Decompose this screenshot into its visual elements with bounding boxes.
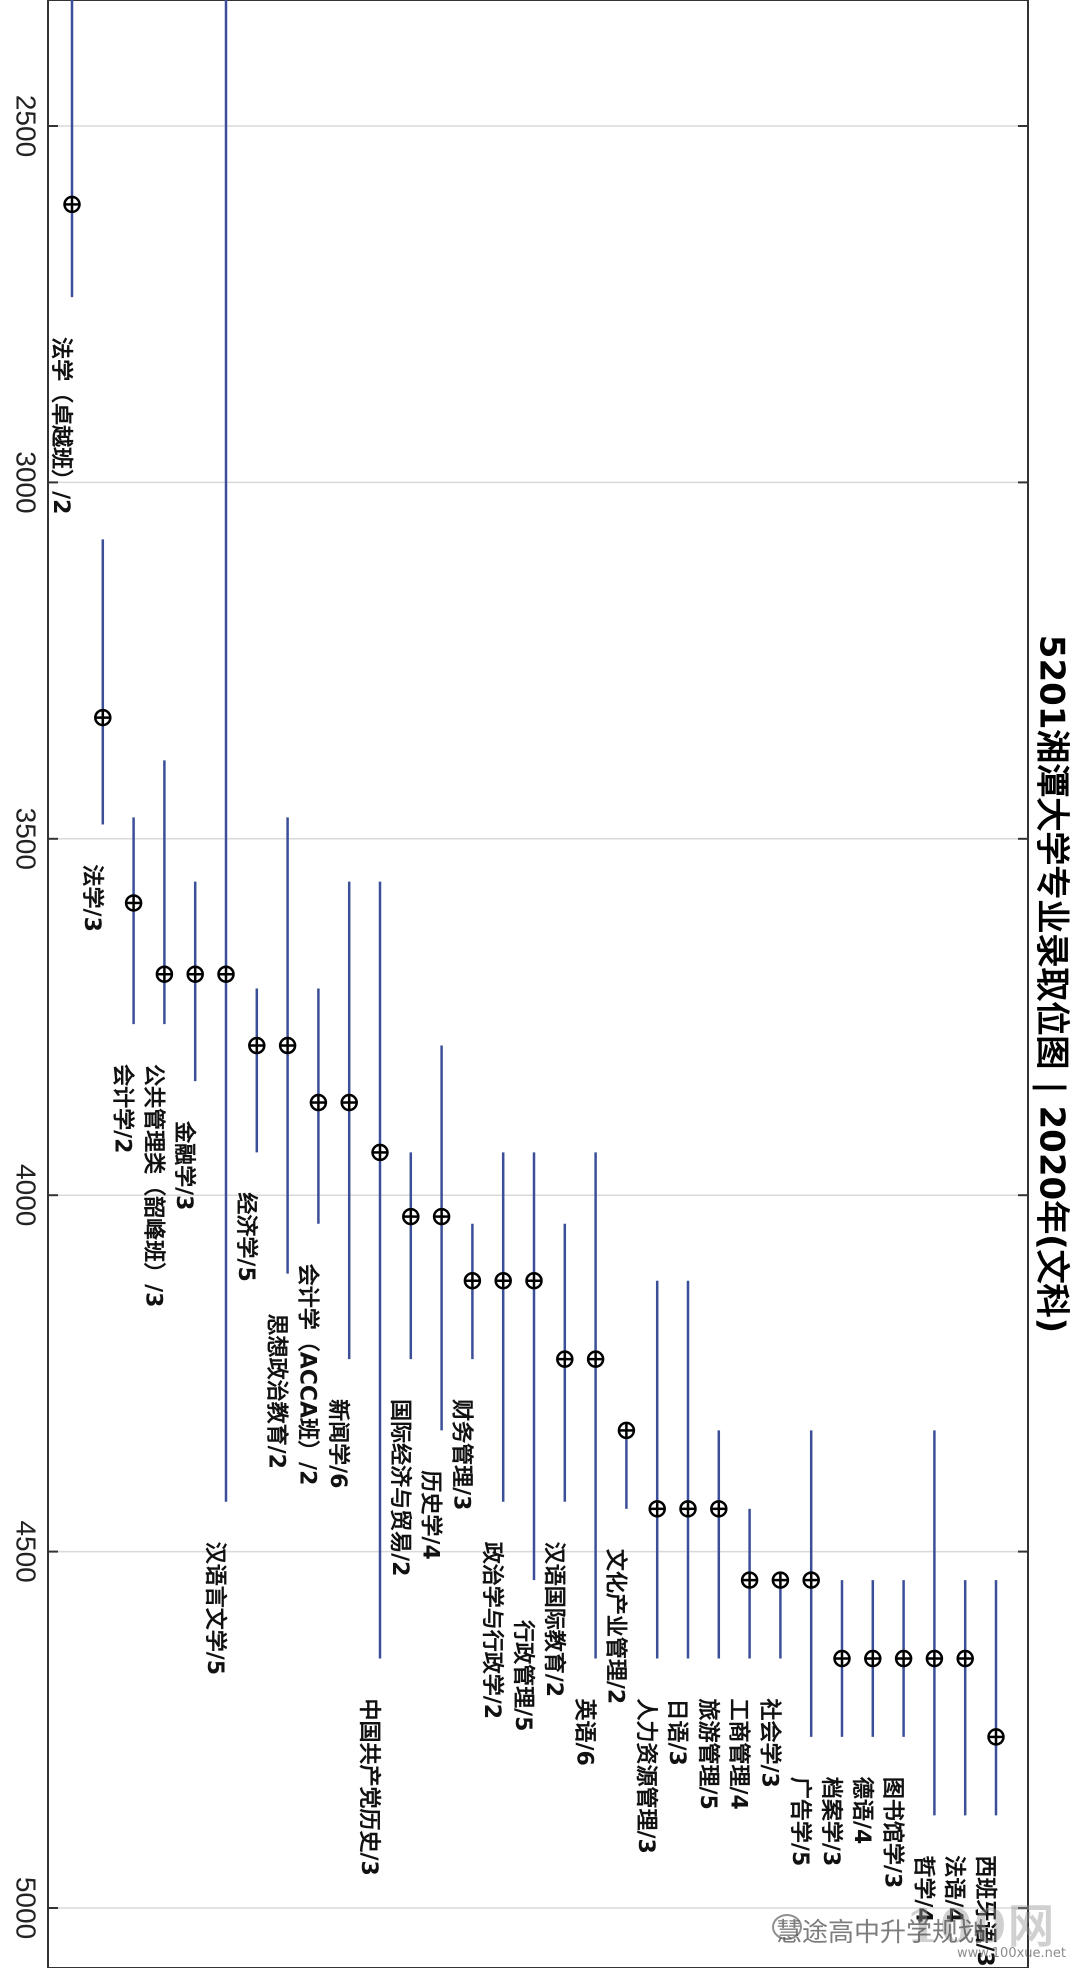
median-marker bbox=[771, 1571, 790, 1589]
median-marker bbox=[586, 1350, 605, 1368]
median-marker bbox=[94, 708, 112, 727]
series-label: 法学/3 bbox=[79, 865, 105, 932]
median-marker bbox=[740, 1571, 759, 1589]
median-marker bbox=[432, 1207, 451, 1226]
series-label: 汉语国际教育/2 bbox=[541, 1542, 567, 1697]
series-label: 档案学/3 bbox=[818, 1777, 844, 1866]
series-label: 人力资源管理/3 bbox=[633, 1699, 659, 1854]
median-marker bbox=[556, 1350, 574, 1368]
series-label: 会计学（ACCA班）/2 bbox=[294, 1264, 320, 1486]
median-marker bbox=[217, 965, 235, 983]
watermark-url: www.100xue.net bbox=[956, 1946, 1066, 1961]
median-marker bbox=[679, 1500, 697, 1518]
series-label: 公共管理类（韶峰班）/3 bbox=[140, 1064, 166, 1307]
series-label: 西班牙语/3 bbox=[972, 1855, 997, 1966]
series-label: 会计学/2 bbox=[110, 1064, 136, 1153]
series-label: 金融学/3 bbox=[171, 1120, 197, 1210]
median-marker bbox=[710, 1500, 728, 1518]
series-label: 行政管理/5 bbox=[510, 1619, 536, 1731]
tick-label: 4000 bbox=[11, 1164, 42, 1226]
median-marker bbox=[833, 1649, 851, 1668]
chart-title: 5201湘潭大学专业录取位图 | 2020年(文科) bbox=[1032, 635, 1072, 1333]
watermark: 100网 慧途高中升学规划 www.100xue.net bbox=[770, 1890, 1070, 1961]
wechat-icon bbox=[772, 1914, 802, 1940]
median-marker bbox=[956, 1649, 974, 1668]
series-label: 历史学/4 bbox=[418, 1470, 444, 1559]
median-marker bbox=[402, 1207, 420, 1226]
series-label: 法学（卓越班）/2 bbox=[48, 337, 74, 514]
series-label: 财务管理/3 bbox=[448, 1399, 474, 1510]
plot-frame bbox=[47, 0, 1029, 1968]
median-marker bbox=[925, 1649, 944, 1668]
series-label: 德语/4 bbox=[849, 1777, 875, 1844]
median-marker bbox=[186, 965, 204, 983]
series-label: 广告学/5 bbox=[787, 1777, 813, 1866]
tick-label: 4500 bbox=[11, 1520, 42, 1582]
median-marker bbox=[494, 1271, 512, 1290]
median-marker bbox=[278, 1036, 297, 1055]
series-label: 汉语言文学/5 bbox=[202, 1542, 228, 1675]
series-label: 国际经济与贸易/2 bbox=[387, 1399, 413, 1576]
series-label: 英语/6 bbox=[572, 1699, 597, 1766]
median-marker bbox=[124, 894, 143, 912]
series-label: 社会学/3 bbox=[756, 1699, 782, 1788]
series-label: 工商管理/4 bbox=[726, 1699, 752, 1810]
series-label: 法语/4 bbox=[941, 1855, 966, 1922]
series-label: 新闻学/6 bbox=[325, 1399, 351, 1488]
series-label: 日语/3 bbox=[664, 1699, 689, 1766]
median-marker bbox=[864, 1649, 882, 1668]
tick-label: 2500 bbox=[11, 95, 42, 157]
series-label: 哲学/4 bbox=[910, 1855, 936, 1922]
title-layer: 5201湘潭大学专业录取位图 | 2020年(文科) bbox=[1032, 635, 1072, 1333]
series-label: 旅游管理/5 bbox=[695, 1699, 721, 1810]
series-layer: 法学（卓越班）/2 法学/3 会计学/2 公共管理类（韶峰班）/3 金融学/3 汉语言文学… bbox=[48, 0, 1005, 1967]
series-label: 经济学/5 bbox=[233, 1192, 259, 1281]
tick-label: 3000 bbox=[11, 451, 42, 513]
tick-layer: 2500 3000 3500 4000 4500 5000 bbox=[11, 95, 1028, 1939]
median-marker bbox=[894, 1649, 913, 1668]
median-marker bbox=[309, 1093, 328, 1112]
median-marker bbox=[648, 1500, 666, 1518]
median-marker bbox=[155, 965, 174, 983]
series-label: 政治学与行政学/2 bbox=[479, 1542, 505, 1719]
series-label: 文化产业管理/2 bbox=[602, 1549, 628, 1704]
watermark-logo: 100网 bbox=[905, 1899, 1056, 1953]
series-label: 图书馆学/3 bbox=[880, 1777, 906, 1888]
grid-layer bbox=[48, 125, 1028, 1909]
median-marker bbox=[63, 195, 81, 214]
tick-label: 3500 bbox=[11, 808, 42, 870]
median-marker bbox=[340, 1093, 358, 1112]
median-marker bbox=[371, 1143, 389, 1162]
watermark-text: 慧途高中升学规划 bbox=[775, 1918, 984, 1948]
median-marker bbox=[463, 1271, 482, 1290]
median-marker bbox=[987, 1728, 1005, 1746]
tick-label: 5000 bbox=[11, 1877, 42, 1939]
series-label: 思想政治教育/2 bbox=[264, 1314, 290, 1469]
series-label: 中国共产党历史/3 bbox=[356, 1699, 381, 1876]
median-marker bbox=[525, 1271, 543, 1290]
median-marker bbox=[802, 1571, 820, 1589]
median-marker bbox=[248, 1036, 266, 1055]
median-marker bbox=[617, 1421, 636, 1440]
